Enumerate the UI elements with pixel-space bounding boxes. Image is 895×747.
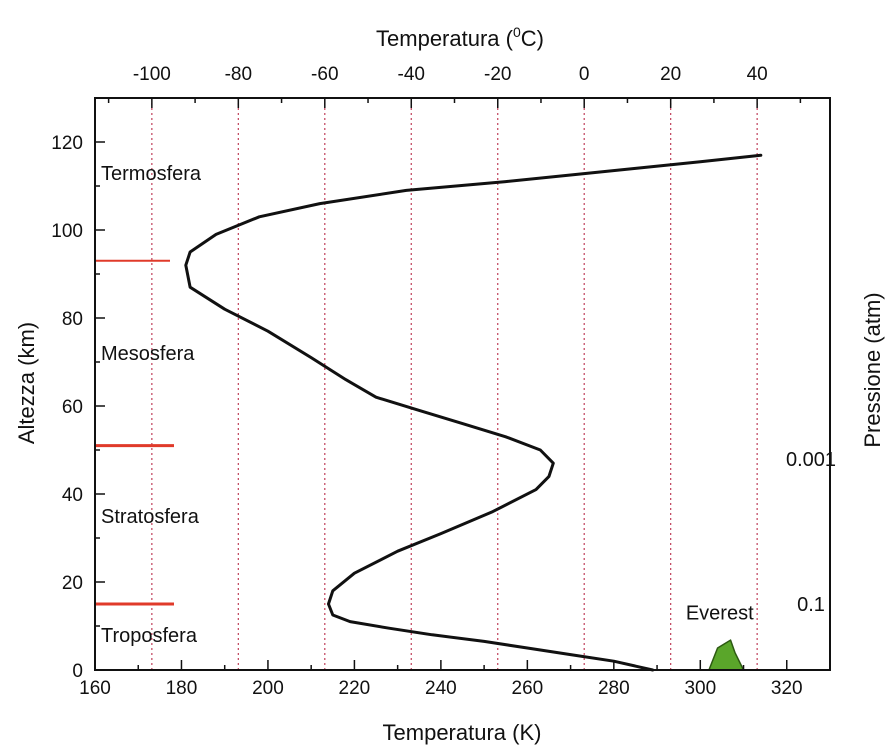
top-axis-title-sup: 0 [513, 24, 521, 40]
layer-boundary-markers [95, 259, 174, 606]
top-axis-title-end: C) [521, 26, 544, 51]
left-tick-label: 40 [62, 485, 83, 506]
bottom-tick-label: 320 [771, 678, 803, 699]
temperature-profile [184, 153, 763, 672]
axis-ticks [94, 97, 831, 671]
left-tick-label: 20 [62, 573, 83, 594]
everest-label: Everest [686, 602, 754, 624]
bottom-tick-label: 300 [684, 678, 716, 699]
everest-mountain [708, 639, 745, 671]
celsius-gridlines [151, 98, 758, 670]
bottom-tick-label: 180 [166, 678, 198, 699]
series-line [184, 153, 763, 672]
top-tick-label: 40 [747, 64, 768, 85]
top-tick-label: -60 [311, 64, 338, 85]
top-tick-label: -20 [484, 64, 511, 85]
layer-label: Termosfera [101, 163, 202, 185]
top-tick-label: -80 [225, 64, 252, 85]
everest-shape [708, 639, 745, 671]
layer-label: Troposfera [101, 625, 198, 647]
top-tick-label: -40 [398, 64, 425, 85]
bottom-tick-label: 160 [79, 678, 111, 699]
left-tick-label: 80 [62, 309, 83, 330]
chart-annotations: Termosfera Mesosfera Stratosfera Troposfera… [101, 163, 836, 647]
bottom-tick-label: 240 [425, 678, 457, 699]
bottom-tick-label: 200 [252, 678, 284, 699]
top-tick-label: 20 [660, 64, 681, 85]
top-axis-title: Temperatura (0C) [376, 24, 544, 51]
x-axis-title: Temperatura (K) [383, 720, 542, 745]
y-axis-title: Altezza (km) [14, 322, 39, 444]
layer-label: Stratosfera [101, 506, 200, 528]
right-axis-title: Pressione (atm) [860, 292, 885, 447]
plot-frame [94, 97, 831, 671]
bottom-tick-label: 280 [598, 678, 630, 699]
top-axis-title-main: Temperatura ( [376, 26, 514, 51]
left-tick-label: 60 [62, 397, 83, 418]
left-tick-label: 120 [51, 133, 83, 154]
bottom-tick-label: 220 [339, 678, 371, 699]
layer-label: Mesosfera [101, 343, 195, 365]
bottom-tick-label: 260 [512, 678, 544, 699]
pressure-label: 0.1 [797, 594, 825, 616]
top-tick-label: -100 [133, 64, 171, 85]
top-tick-label: 0 [579, 64, 590, 85]
left-tick-label: 100 [51, 221, 83, 242]
pressure-label: 0.001 [786, 449, 836, 471]
left-tick-label: 0 [72, 661, 83, 682]
axis-tick-labels: 160 180 200 220 240 260 280 300 3200204060801001… [51, 64, 802, 699]
